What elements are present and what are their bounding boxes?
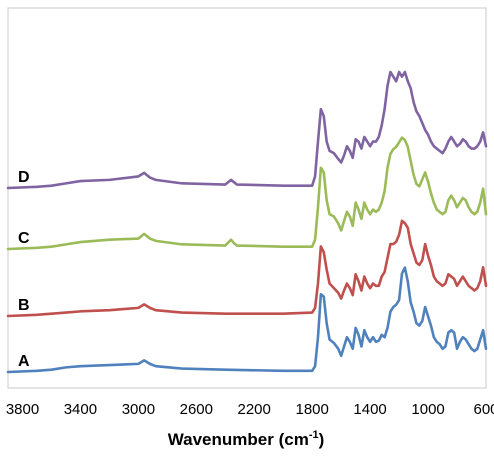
x-tick-label: 1000 (411, 401, 444, 418)
x-tick-label: 3400 (64, 401, 97, 418)
x-tick-label: 1400 (353, 401, 386, 418)
x-tick-label: 600 (473, 401, 494, 418)
x-tick-label: 1800 (296, 401, 329, 418)
series-line-c (6, 136, 488, 251)
series-line-d (6, 70, 488, 190)
x-tick-label: 3800 (6, 401, 39, 418)
x-tick-labels: 3800 3400 3000 2600 2200 1800 1400 1000 600 (6, 401, 494, 418)
series-line-a (6, 266, 488, 374)
series-label-c: C (18, 230, 30, 247)
x-tick-label: 3000 (122, 401, 155, 418)
x-axis-title: Wavenumber (cm-1) (168, 429, 325, 449)
series-label-a: A (18, 353, 30, 370)
series-line-b (6, 219, 488, 318)
series-label-b: B (18, 297, 30, 314)
series-layer (6, 70, 488, 374)
x-tick-label: 2600 (180, 401, 213, 418)
plot-frame (7, 7, 487, 389)
series-label-d: D (18, 169, 30, 186)
x-tick-label: 2200 (238, 401, 271, 418)
series-label-layer: A B C D (18, 169, 30, 370)
